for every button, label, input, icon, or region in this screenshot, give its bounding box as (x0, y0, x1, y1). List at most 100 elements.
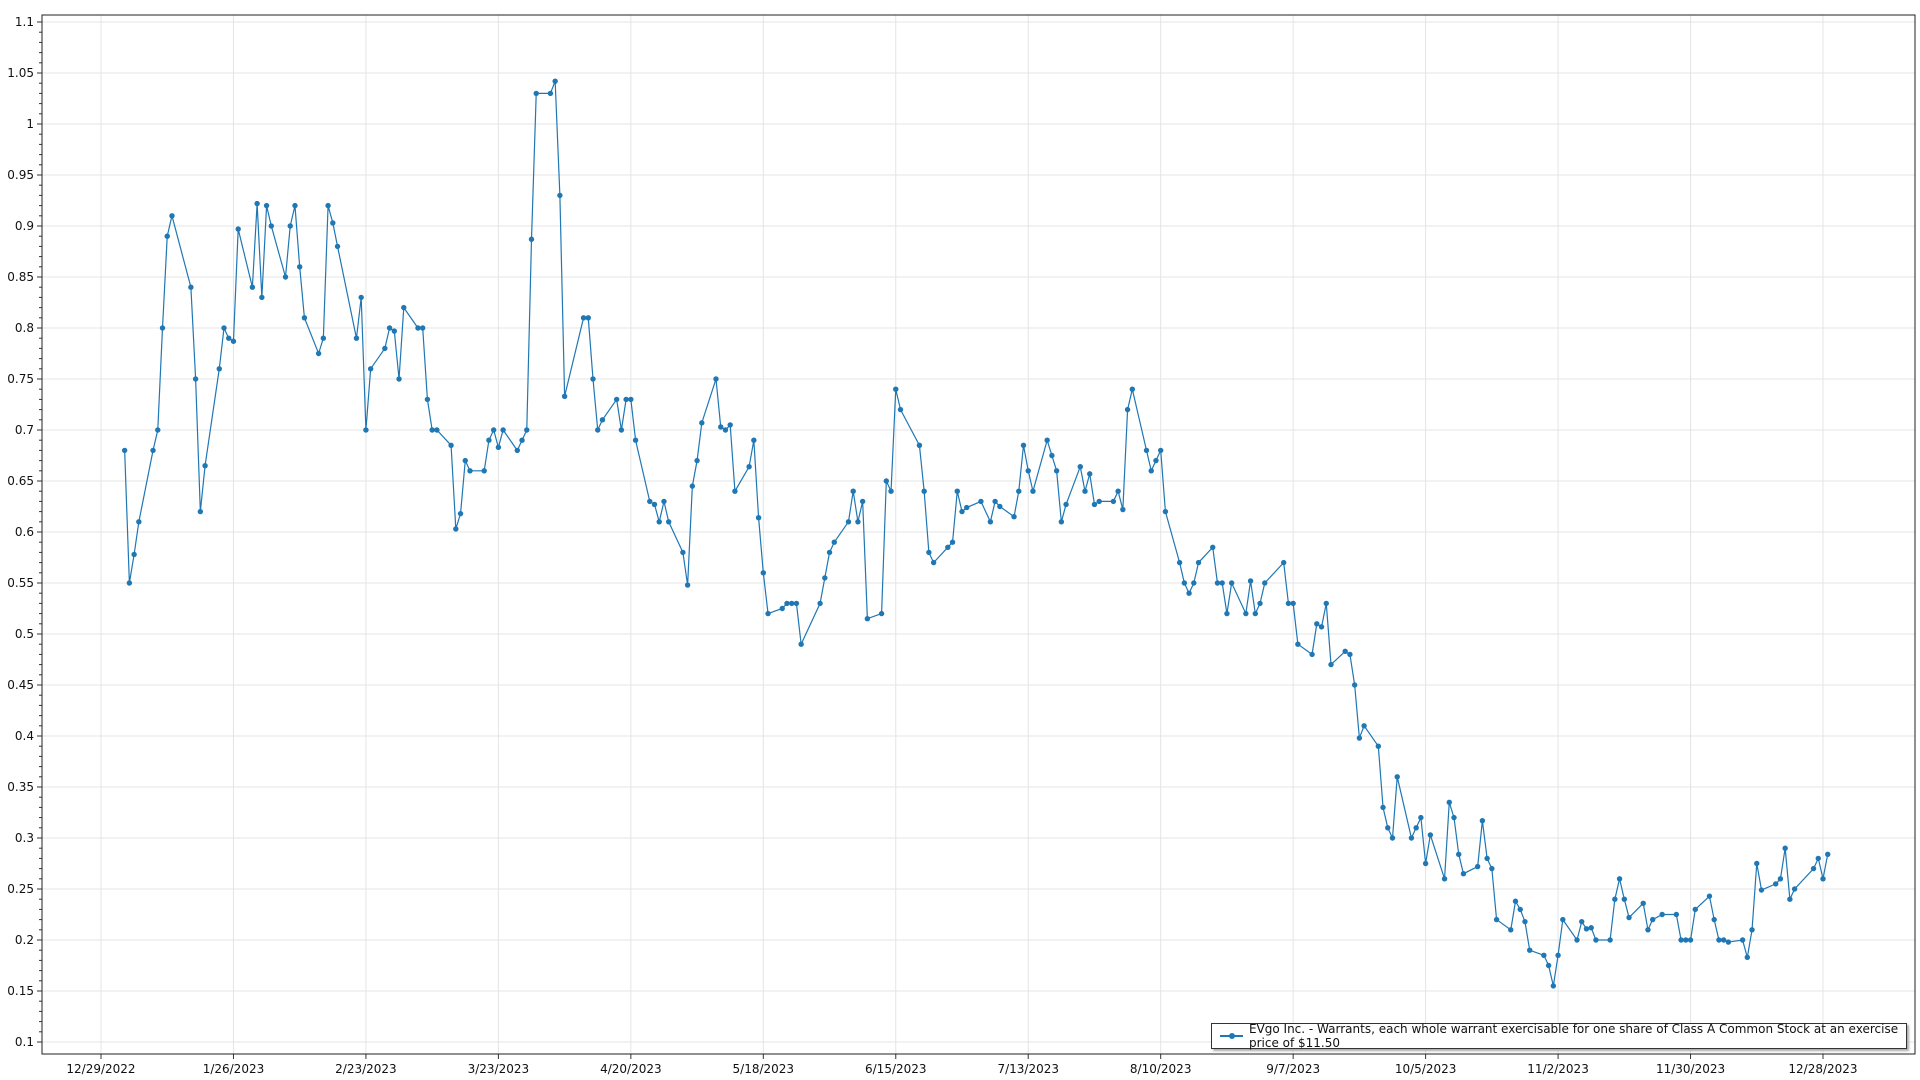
y-tick-label: 0.75 (7, 372, 34, 386)
y-tick-label: 0.7 (15, 423, 34, 437)
data-point (1649, 916, 1656, 923)
data-point (1252, 610, 1259, 617)
data-point (1143, 447, 1150, 454)
x-tick-label: 2/23/2023 (335, 1062, 397, 1076)
data-point (292, 202, 298, 209)
data-point (1328, 661, 1334, 668)
y-tick-label: 0.5 (15, 627, 34, 641)
y-tick-label: 1.1 (15, 15, 34, 29)
data-point (694, 457, 700, 464)
y-tick-label: 0.3 (15, 831, 34, 845)
data-point (131, 551, 137, 558)
data-point (500, 427, 506, 433)
data-point (315, 350, 322, 357)
data-point (363, 427, 369, 433)
data-point (1115, 488, 1121, 494)
data-point (647, 498, 653, 505)
x-tick-label: 1/26/2023 (203, 1062, 265, 1076)
data-point (945, 544, 951, 550)
data-point (1692, 906, 1698, 913)
data-point (169, 213, 175, 219)
data-point (1356, 735, 1363, 741)
data-point (230, 338, 237, 344)
data-point (1441, 876, 1448, 882)
data-point (386, 325, 393, 331)
y-tick-label: 0.65 (7, 474, 34, 488)
data-point (1422, 860, 1429, 867)
series-line (124, 80, 1829, 987)
data-point (1541, 952, 1547, 958)
data-point (718, 424, 724, 430)
data-point (997, 503, 1003, 510)
data-point (1489, 865, 1495, 872)
data-point (727, 422, 733, 428)
data-point (1640, 900, 1646, 906)
data-point (320, 335, 327, 341)
data-point (1659, 911, 1665, 918)
data-point (216, 366, 222, 372)
x-tick-label: 12/28/2023 (1788, 1062, 1857, 1076)
data-point (595, 427, 601, 433)
data-point (864, 616, 871, 622)
data-point (1522, 918, 1528, 925)
data-point (1020, 442, 1027, 448)
data-point (713, 376, 719, 382)
data-point (1427, 832, 1434, 838)
data-point (429, 427, 435, 433)
y-tick-label: 0.25 (7, 882, 34, 896)
data-point (1394, 774, 1400, 780)
data-point (1607, 937, 1613, 943)
data-point (831, 539, 837, 545)
data-point (755, 515, 762, 521)
data-point (1219, 580, 1225, 586)
data-point (959, 508, 965, 515)
data-point (1053, 468, 1060, 474)
y-tick-label: 0.4 (15, 729, 34, 743)
data-point (235, 226, 241, 232)
data-point (1153, 457, 1159, 464)
data-point (1280, 559, 1287, 566)
data-point (1418, 814, 1424, 821)
data-point (1451, 814, 1457, 821)
data-point (793, 600, 800, 607)
data-point (1593, 937, 1599, 943)
data-point (623, 396, 629, 403)
data-point (1309, 651, 1315, 658)
data-point (1517, 906, 1523, 913)
data-point (1077, 464, 1083, 470)
data-point (1058, 519, 1065, 525)
data-point (434, 427, 440, 433)
data-point (259, 294, 265, 301)
data-point (263, 202, 270, 209)
data-point (1479, 817, 1486, 824)
x-tick-label: 7/13/2023 (997, 1062, 1059, 1076)
data-point (680, 549, 686, 556)
data-point (1186, 590, 1192, 596)
data-point (1195, 559, 1202, 566)
data-point (202, 463, 208, 469)
data-point (486, 437, 492, 443)
data-point (1351, 682, 1358, 688)
data-point (325, 202, 331, 209)
data-point (1626, 914, 1632, 921)
data-point (992, 498, 998, 505)
x-tick-label: 10/5/2023 (1395, 1062, 1457, 1076)
data-point (788, 600, 795, 607)
data-point (419, 325, 426, 331)
y-tick-label: 0.55 (7, 576, 34, 590)
data-point (296, 264, 303, 270)
data-point (1214, 580, 1221, 586)
data-point (949, 539, 956, 545)
data-point (1318, 624, 1325, 630)
data-point (495, 444, 502, 451)
y-tick-label: 0.9 (15, 219, 34, 233)
data-point (722, 427, 729, 433)
data-point (533, 90, 539, 97)
data-point (850, 488, 856, 494)
data-point (1389, 835, 1396, 841)
data-point (1380, 804, 1386, 811)
data-point (1323, 600, 1329, 607)
data-point (1474, 863, 1481, 870)
data-point (424, 396, 431, 403)
data-point (334, 243, 341, 250)
